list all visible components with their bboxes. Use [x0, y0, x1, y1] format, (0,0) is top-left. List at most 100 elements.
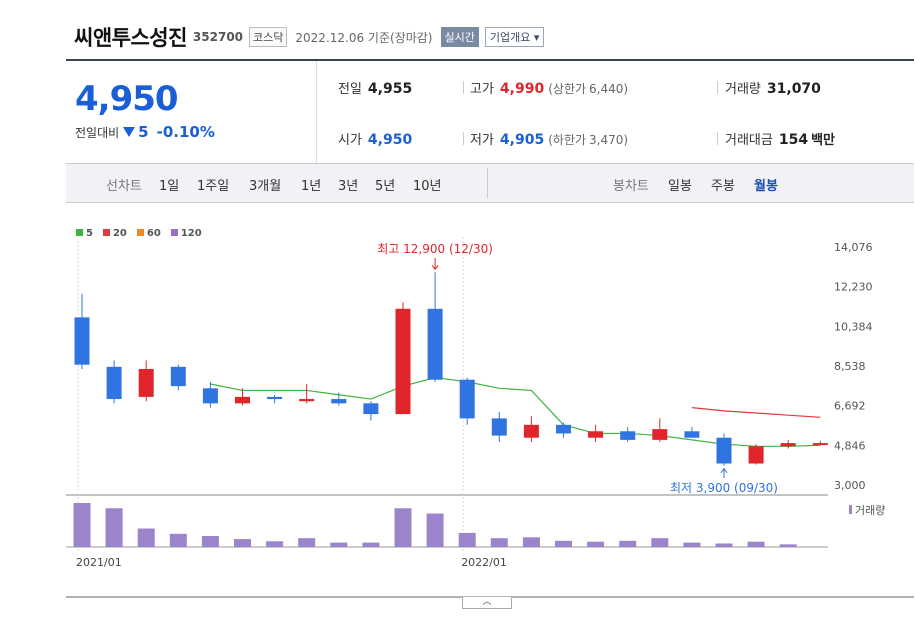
- stat-amount: 거래대금 154 백만: [725, 132, 835, 148]
- candle-body: [620, 431, 636, 440]
- realtime-button[interactable]: 실시간: [440, 27, 479, 47]
- stock-header: 씨앤투스성진 352700 코스닥 2022.12.06 기준(장마감) 실시간…: [74, 22, 545, 52]
- x-tick-label: 2021/01: [76, 556, 122, 569]
- volume-bar: [201, 536, 219, 547]
- tab-3y[interactable]: 3년: [338, 179, 359, 194]
- volume-legend-label: 거래량: [855, 504, 885, 517]
- volume-bar: [683, 542, 701, 547]
- candle-body: [170, 366, 186, 387]
- candle-body: [491, 418, 507, 436]
- volume-bar: [73, 503, 91, 547]
- candle-body: [74, 317, 90, 365]
- tab-1w[interactable]: 1주일: [197, 179, 230, 194]
- company-overview-label: 기업개요: [489, 31, 531, 44]
- candle-body: [652, 429, 668, 440]
- top-rule: [66, 59, 914, 61]
- tab-monthly[interactable]: 월봉: [754, 179, 778, 194]
- y-tick-label: 4,846: [834, 439, 866, 452]
- volume-bar: [234, 539, 251, 547]
- down-triangle-icon: [123, 127, 136, 137]
- y-tick-label: 6,692: [834, 400, 866, 413]
- divider: [316, 61, 317, 163]
- y-tick-label: 10,384: [834, 320, 873, 333]
- candle-body: [267, 396, 283, 400]
- candle-body: [299, 399, 315, 402]
- candle-body: [459, 379, 475, 419]
- legend-swatch-ma20: [102, 229, 110, 236]
- y-tick-label: 8,538: [834, 360, 866, 373]
- candle-body: [235, 396, 250, 404]
- candle-body: [138, 368, 154, 397]
- stats-panel: 전일 4,955 고가 4,990 (상한가 6,440) 거래량 31,070 시가 4,…: [317, 61, 914, 163]
- stock-code: 352700: [192, 30, 244, 44]
- tab-weekly[interactable]: 주봉: [711, 179, 735, 194]
- candle-body: [523, 424, 539, 438]
- volume-bar: [651, 538, 669, 547]
- tab-3m[interactable]: 3개월: [249, 179, 282, 194]
- volume-bar: [137, 528, 155, 547]
- volume-bar: [490, 538, 508, 547]
- tab-5y[interactable]: 5년: [375, 179, 396, 194]
- volume-bar: [330, 542, 348, 547]
- stat-low: 저가 4,905 (하한가 3,470): [470, 132, 629, 148]
- candle-body: [427, 308, 443, 380]
- y-tick-label: 3,000: [834, 479, 866, 492]
- tab-divider: [487, 168, 488, 198]
- volume-legend-swatch: [849, 505, 852, 514]
- change-value: 5: [138, 123, 149, 141]
- legend-ma120: 120: [170, 228, 202, 239]
- volume-bar: [587, 541, 605, 547]
- legend-swatch-ma60: [136, 229, 144, 236]
- low-annotation: 최저 3,900 (09/30): [670, 481, 778, 495]
- volume-bar: [105, 508, 123, 547]
- volume-bar: [298, 538, 316, 547]
- collapse-button[interactable]: ︿: [462, 597, 512, 609]
- candle-body: [556, 424, 571, 434]
- tab-10y[interactable]: 10년: [413, 179, 442, 194]
- chart-tab-bar: 선차트 1일 1주일 3개월 1년 3년 5년 10년 봉차트 일봉 주봉 월봉: [66, 163, 914, 203]
- tab-1d[interactable]: 1일: [159, 179, 180, 194]
- candle-body: [106, 366, 122, 400]
- legend-ma60: 60: [136, 228, 161, 239]
- tab-1y[interactable]: 1년: [301, 179, 322, 194]
- line-chart-label: 선차트: [106, 179, 142, 194]
- chevron-up-icon: ︿: [482, 597, 492, 607]
- candle-body: [684, 431, 700, 438]
- candle-body: [363, 403, 379, 415]
- volume-bar: [779, 544, 797, 547]
- change-label: 전일대비: [75, 125, 120, 140]
- candle-body: [395, 308, 411, 415]
- volume-bar: [426, 513, 444, 547]
- candle-body: [812, 443, 828, 446]
- stat-open: 시가 4,950: [338, 132, 413, 148]
- candle-chart-label: 봉차트: [613, 179, 649, 194]
- ma-legend: 5 20 60 120: [76, 228, 202, 239]
- company-overview-dropdown[interactable]: 기업개요 ▾: [484, 27, 545, 47]
- volume-bar: [555, 540, 572, 547]
- volume-bar: [522, 537, 540, 547]
- change-rate: -0.10%: [156, 123, 215, 141]
- low-arrow: [720, 467, 728, 478]
- volume-bar: [747, 541, 765, 547]
- stock-name: 씨앤투스성진: [74, 26, 187, 50]
- candle-body: [748, 446, 764, 464]
- current-price: 4,950: [75, 79, 179, 119]
- legend-swatch-ma5: [76, 229, 83, 236]
- legend-ma5: 5: [76, 228, 93, 239]
- x-tick-label: 2022/01: [461, 556, 507, 569]
- candle-body: [716, 437, 732, 464]
- price-change: 전일대비 5 -0.10%: [75, 123, 215, 141]
- candle-body: [331, 399, 347, 404]
- candle-body: [588, 431, 604, 438]
- y-tick-label: 12,230: [834, 281, 873, 294]
- candle-body: [202, 388, 218, 404]
- volume-bar: [266, 541, 284, 547]
- y-tick-label: 14,076: [834, 241, 873, 254]
- high-annotation: 최고 12,900 (12/30): [377, 242, 493, 256]
- candle-body: [780, 443, 796, 447]
- volume-bar: [619, 540, 637, 547]
- volume-bar: [362, 542, 380, 547]
- market-badge: 코스닥: [249, 27, 288, 47]
- volume-bar: [715, 543, 733, 547]
- tab-daily[interactable]: 일봉: [668, 179, 692, 194]
